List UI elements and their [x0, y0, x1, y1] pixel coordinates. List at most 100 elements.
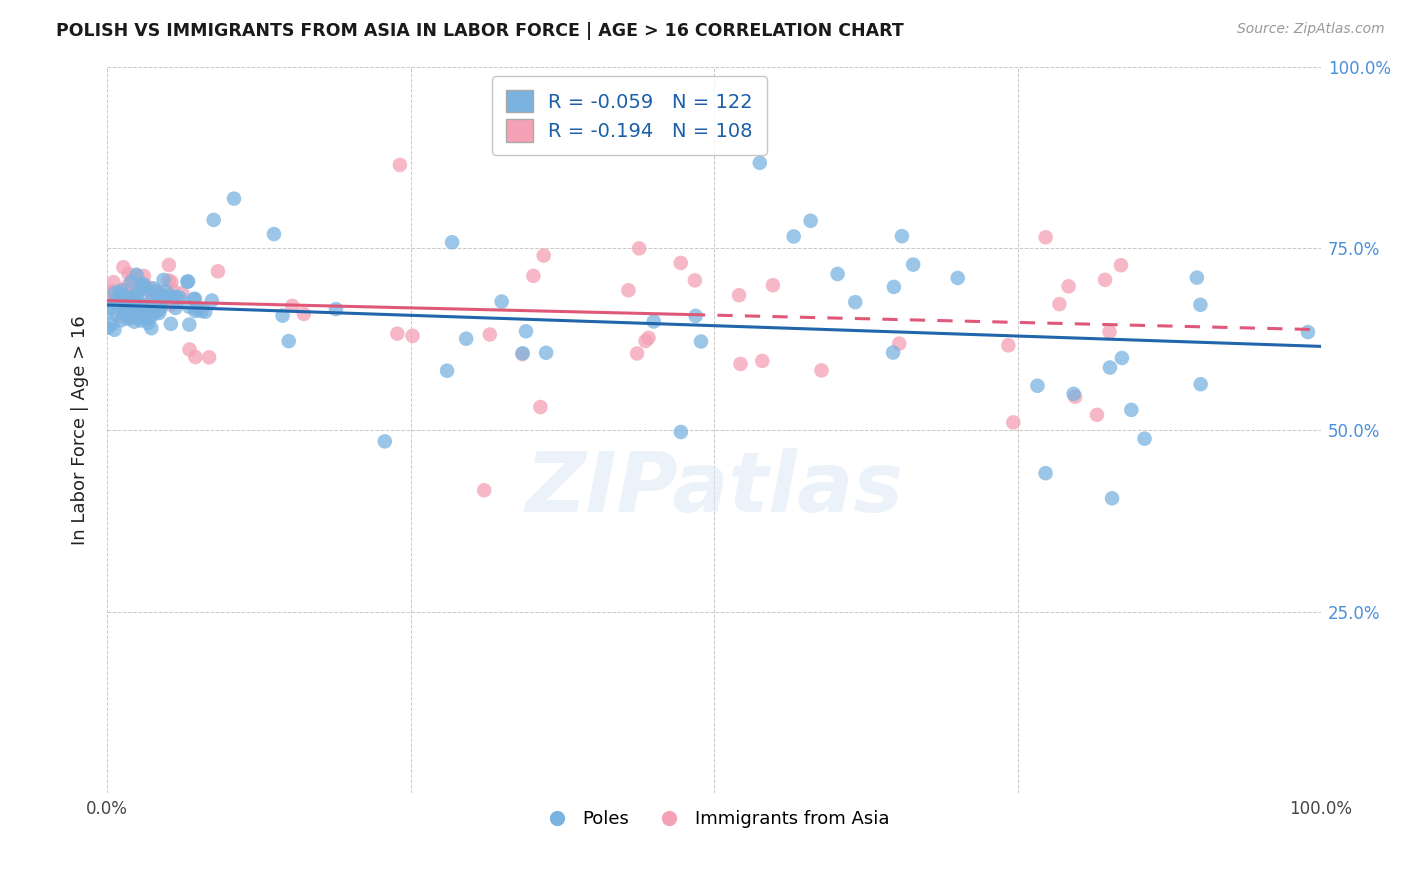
Point	[685, 309, 707, 323]
Point	[165, 290, 187, 304]
Point	[136, 303, 159, 318]
Point	[157, 273, 180, 287]
Point	[529, 400, 551, 414]
Point	[533, 248, 555, 262]
Point	[201, 293, 224, 308]
Point	[491, 294, 513, 309]
Point	[751, 354, 773, 368]
Point	[120, 275, 142, 289]
Point	[112, 293, 135, 308]
Point	[145, 305, 167, 319]
Point	[104, 285, 127, 300]
Point	[184, 292, 207, 306]
Point	[127, 268, 149, 283]
Point	[889, 336, 911, 351]
Point	[436, 364, 458, 378]
Point	[690, 334, 713, 349]
Point	[114, 283, 136, 297]
Point	[129, 307, 152, 321]
Point	[103, 323, 125, 337]
Point	[145, 288, 167, 302]
Point	[1189, 298, 1212, 312]
Point	[1085, 408, 1108, 422]
Point	[148, 306, 170, 320]
Point	[183, 292, 205, 306]
Point	[748, 156, 770, 170]
Point	[179, 343, 201, 357]
Point	[136, 283, 159, 297]
Point	[1094, 273, 1116, 287]
Point	[122, 303, 145, 318]
Point	[186, 302, 208, 317]
Point	[169, 291, 191, 305]
Point	[120, 293, 142, 308]
Point	[112, 283, 135, 297]
Point	[103, 285, 125, 299]
Point	[149, 298, 172, 312]
Point	[890, 229, 912, 244]
Point	[128, 298, 150, 312]
Point	[111, 310, 134, 324]
Point	[634, 334, 657, 348]
Point	[163, 290, 186, 304]
Point	[155, 285, 177, 299]
Point	[104, 295, 127, 310]
Point	[141, 321, 163, 335]
Point	[179, 300, 201, 314]
Point	[117, 293, 139, 308]
Point	[118, 312, 141, 326]
Point	[277, 334, 299, 348]
Point	[281, 299, 304, 313]
Point	[121, 304, 143, 318]
Point	[1035, 230, 1057, 244]
Point	[179, 318, 201, 332]
Point	[1057, 279, 1080, 293]
Point	[129, 303, 152, 318]
Point	[108, 289, 131, 303]
Point	[441, 235, 464, 250]
Point	[97, 320, 120, 334]
Point	[125, 268, 148, 282]
Point	[124, 294, 146, 309]
Point	[782, 229, 804, 244]
Point	[669, 256, 692, 270]
Point	[124, 293, 146, 308]
Point	[110, 287, 132, 301]
Point	[1133, 432, 1156, 446]
Point	[139, 301, 162, 316]
Point	[96, 301, 118, 315]
Point	[1296, 325, 1319, 339]
Point	[1111, 351, 1133, 365]
Point	[1026, 378, 1049, 392]
Point	[135, 281, 157, 295]
Point	[177, 274, 200, 288]
Point	[122, 270, 145, 285]
Text: POLISH VS IMMIGRANTS FROM ASIA IN LABOR FORCE | AGE > 16 CORRELATION CHART: POLISH VS IMMIGRANTS FROM ASIA IN LABOR …	[56, 22, 904, 40]
Point	[100, 284, 122, 298]
Point	[142, 281, 165, 295]
Point	[628, 241, 651, 255]
Point	[124, 315, 146, 329]
Point	[127, 287, 149, 301]
Point	[108, 294, 131, 309]
Point	[827, 267, 849, 281]
Point	[160, 275, 183, 289]
Point	[198, 351, 221, 365]
Point	[117, 301, 139, 316]
Y-axis label: In Labor Force | Age > 16: In Labor Force | Age > 16	[72, 315, 89, 545]
Point	[202, 213, 225, 227]
Point	[138, 310, 160, 325]
Point	[124, 297, 146, 311]
Point	[105, 308, 128, 322]
Point	[160, 317, 183, 331]
Point	[125, 277, 148, 291]
Point	[401, 329, 423, 343]
Point	[152, 295, 174, 310]
Text: Source: ZipAtlas.com: Source: ZipAtlas.com	[1237, 22, 1385, 37]
Point	[141, 298, 163, 312]
Point	[626, 346, 648, 360]
Point	[149, 301, 172, 316]
Point	[883, 280, 905, 294]
Point	[125, 298, 148, 312]
Point	[146, 285, 169, 299]
